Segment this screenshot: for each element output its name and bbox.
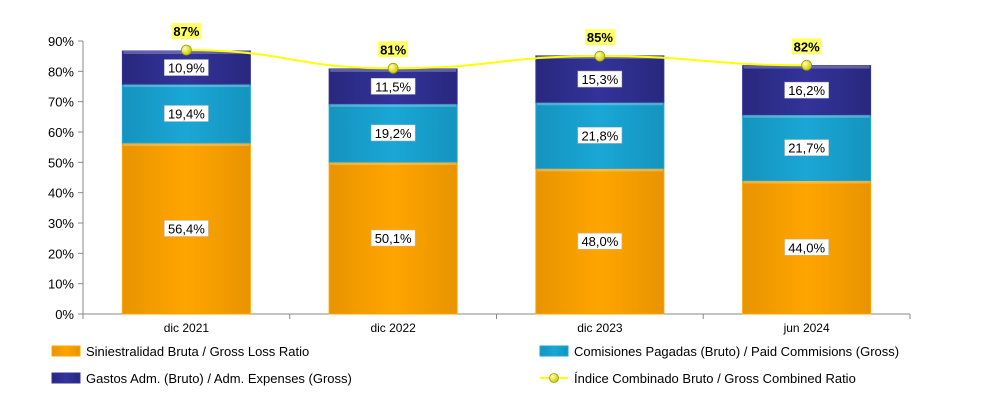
bar-data-label: 50,1% [375, 231, 412, 246]
bar-segment-highlight [330, 162, 457, 166]
bar-data-label: 16,2% [788, 83, 825, 98]
y-tick-label: 20% [48, 246, 74, 261]
bar-label-box [164, 220, 209, 237]
bar-segment-highlight [743, 114, 870, 118]
bar-segment-highlight [536, 102, 663, 106]
bar-data-label: 19,4% [168, 106, 205, 121]
combined-ratio-label-box [171, 23, 202, 40]
y-tick-label: 0% [55, 307, 74, 322]
combined-ratio-point [180, 44, 192, 56]
combined-ratio-path [186, 49, 807, 70]
legend-entry: Comisiones Pagadas (Bruto) / Paid Commis… [574, 344, 899, 359]
bar-label-box [784, 81, 829, 99]
y-tick-label: 60% [48, 125, 74, 140]
bar-segment-highlight [536, 168, 663, 172]
bar-label-box [784, 239, 829, 256]
axes: 0% 10% 20% 30% 40% 50% 60% 70% 80% 90% dic 2021 dic… [48, 34, 911, 335]
legend-entry: Índice Combinado Bruto / Gross Combined … [574, 371, 856, 386]
legend-entry: Siniestralidad Bruta / Gross Loss Ratio [86, 344, 309, 359]
bar-data-label: 56,4% [168, 221, 205, 236]
x-category-label: dic 2021 [164, 321, 210, 335]
legend-swatch [51, 372, 81, 384]
combined-ratio-line: 87% 81% 85% 82% [171, 23, 822, 74]
combined-ratio-point [801, 59, 813, 71]
bar-label-box [577, 232, 623, 250]
bar-data-label: 15,3% [581, 72, 618, 87]
x-category-label: dic 2023 [577, 321, 623, 335]
bar-data-label: 48,0% [581, 234, 618, 249]
combined-ratio-label-box [378, 41, 409, 58]
bar-label-box [164, 105, 209, 122]
bar-label-box [370, 229, 416, 247]
y-tick-label: 70% [48, 95, 74, 110]
bar-segment-highlight [330, 103, 457, 107]
bar-label-box [370, 78, 416, 95]
bar-segment-highlight [123, 84, 250, 88]
bar-segment-highlight [123, 142, 250, 146]
x-category-label: jun 2024 [783, 321, 830, 335]
combined-ratio-label: 81% [380, 42, 406, 57]
combined-ratio-label-box [791, 38, 822, 55]
y-tick-label: 30% [48, 216, 74, 231]
y-tick-label: 50% [48, 155, 74, 170]
combined-ratio-label: 85% [587, 30, 613, 45]
combined-ratio-label-box [584, 29, 615, 46]
y-tick-label: 40% [48, 186, 74, 201]
legend-marker [549, 373, 559, 383]
legend-swatch [51, 345, 81, 357]
y-tick-label: 90% [48, 34, 74, 49]
legend-entry: Gastos Adm. (Bruto) / Adm. Expenses (Gro… [86, 371, 352, 386]
bar-data-label: 21,7% [788, 141, 825, 156]
y-tick-label: 10% [48, 277, 74, 292]
combined-ratio-point [387, 62, 399, 74]
legend-swatch [539, 345, 569, 357]
bar-data-label: 44,0% [788, 240, 825, 255]
bar-label-box [370, 124, 416, 142]
x-category-label: dic 2022 [370, 321, 416, 335]
combined-ratio-point [594, 50, 606, 62]
bar-data-label: 21,8% [581, 128, 618, 143]
bars: 56,4% 19,4% 10,9% 50,1% 19,2% 11,5% 48,0% 21,8%… [121, 50, 872, 315]
bar-segment-highlight [743, 180, 870, 184]
combined-ratio-label: 82% [794, 39, 820, 54]
combined-ratio-label: 87% [173, 24, 199, 39]
bar-data-label: 10,9% [168, 61, 205, 76]
bar-label-box [577, 70, 623, 88]
bar-data-label: 11,5% [375, 79, 411, 94]
bar-label-box [577, 127, 623, 144]
bar-data-label: 19,2% [375, 126, 412, 141]
bar-label-box [164, 59, 209, 76]
bar-label-box [784, 139, 829, 156]
legend: Siniestralidad Bruta / Gross Loss Ratio C… [51, 344, 899, 386]
y-tick-label: 80% [48, 64, 74, 79]
